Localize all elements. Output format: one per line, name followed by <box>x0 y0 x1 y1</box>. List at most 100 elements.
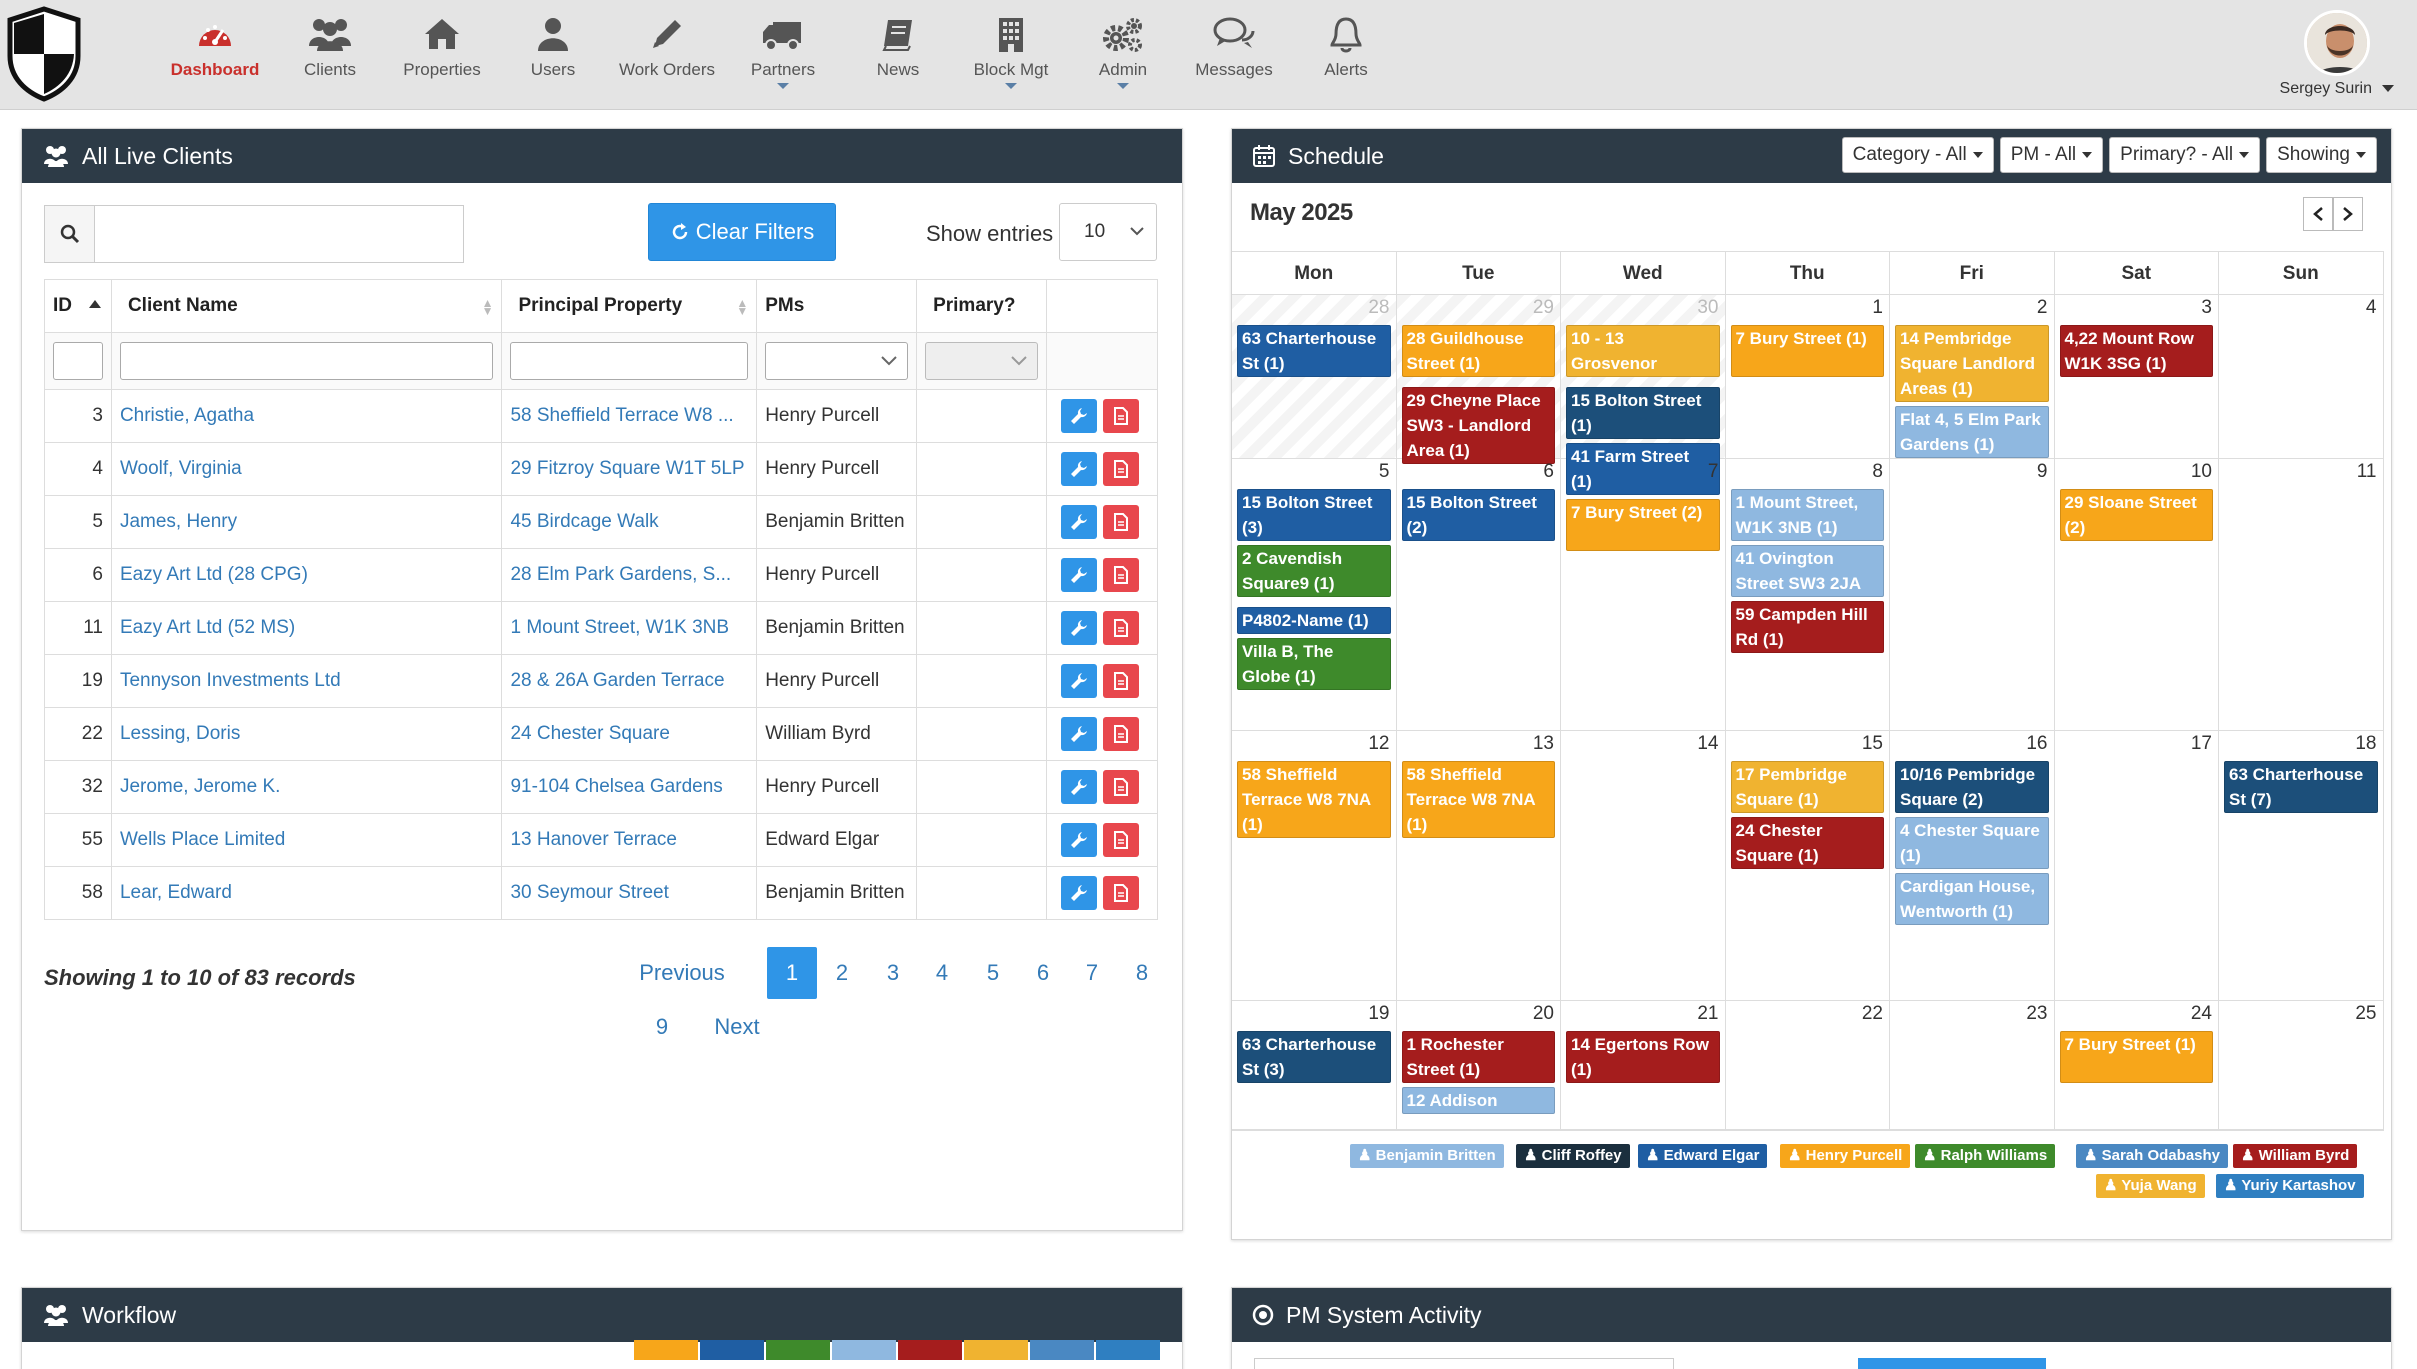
edit-client-button[interactable] <box>1061 664 1098 698</box>
calendar-event[interactable]: 29 Cheyne Place SW3 - Landlord Area (1) <box>1401 387 1555 464</box>
calendar-day[interactable]: 22 <box>1725 1001 1890 1131</box>
calendar-day[interactable]: 3 4,22 Mount Row W1K 3SG (1) <box>2054 295 2219 459</box>
pagination-page[interactable]: 2 <box>835 960 849 985</box>
calendar-day[interactable]: 17 <box>2054 731 2219 1001</box>
calendar-event[interactable]: Flat 4, 5 Elm Park Gardens (1) <box>1895 406 2049 458</box>
client-name-link[interactable]: Christie, Agatha <box>119 405 255 426</box>
calendar-day[interactable]: 24 7 Bury Street (1) <box>2054 1001 2219 1131</box>
calendar-day[interactable]: 16 10/16 Pembridge Square (2) 4 Chester Sq… <box>1890 731 2055 1001</box>
activity-button[interactable] <box>1858 1358 2046 1369</box>
legend-item[interactable]: ♟ Yuja Wang <box>2096 1174 2205 1198</box>
calendar-day[interactable]: 7 <box>1561 459 1726 731</box>
entries-select[interactable]: 10 <box>1059 203 1157 261</box>
client-name-link[interactable]: Lear, Edward <box>119 882 232 903</box>
client-document-button[interactable] <box>1103 452 1140 486</box>
calendar-event[interactable]: 7 Bury Street (2) <box>1566 499 1720 551</box>
pagination-previous[interactable]: Previous <box>639 960 725 985</box>
calendar-day[interactable]: 15 17 Pembridge Square (1) 24 Chester Squa… <box>1725 731 1890 1001</box>
calendar-day[interactable]: 10 29 Sloane Street (2) <box>2054 459 2219 731</box>
client-name-link[interactable]: Woolf, Virginia <box>119 458 242 479</box>
shield-logo-icon[interactable] <box>6 6 82 102</box>
calendar-event[interactable]: 1 Mount Street, W1K 3NB (1) <box>1730 489 1884 541</box>
calendar-day[interactable]: 5 15 Bolton Street (3) 2 Cavendish Square9… <box>1232 459 1397 731</box>
property-link[interactable]: 29 Fitzroy Square W1T 5LP <box>510 458 745 479</box>
pagination-page[interactable]: 7 <box>1085 960 1099 985</box>
property-link[interactable]: 28 & 26A Garden Terrace <box>510 670 725 691</box>
edit-client-button[interactable] <box>1061 452 1098 486</box>
calendar-event[interactable]: 41 Ovington Street SW3 2JA (1) <box>1730 545 1884 597</box>
calendar-day[interactable]: 23 <box>1890 1001 2055 1131</box>
pagination-page[interactable]: 4 <box>935 960 949 985</box>
edit-client-button[interactable] <box>1061 717 1098 751</box>
property-link[interactable]: 58 Sheffield Terrace W8 ... <box>510 405 734 426</box>
client-name-link[interactable]: Jerome, Jerome K. <box>119 776 281 797</box>
pagination-page[interactable]: 9 <box>655 1014 669 1039</box>
calendar-day[interactable]: 2 14 Pembridge Square Landlord Areas (1) F… <box>1890 295 2055 459</box>
client-document-button[interactable] <box>1103 611 1140 645</box>
nav-work-orders[interactable]: Work Orders <box>612 16 722 80</box>
calendar-day[interactable]: 1 7 Bury Street (1) <box>1725 295 1890 459</box>
prev-month-button[interactable] <box>2303 197 2333 231</box>
nav-dashboard[interactable]: Dashboard <box>160 16 270 80</box>
calendar-day[interactable]: 19 63 Charterhouse St (3) <box>1232 1001 1397 1131</box>
calendar-event[interactable]: 10 - 13 Grosvenor Square (1) <box>1566 325 1720 377</box>
calendar-day[interactable]: 8 1 Mount Street, W1K 3NB (1) 41 Ovington … <box>1725 459 1890 731</box>
nav-clients[interactable]: Clients <box>275 16 385 80</box>
schedule-filter-0[interactable]: Category - All <box>1841 137 1994 173</box>
property-link[interactable]: 45 Birdcage Walk <box>510 511 659 532</box>
legend-item[interactable]: ♟ Edward Elgar <box>1638 1144 1768 1168</box>
nav-properties[interactable]: Properties <box>387 16 497 80</box>
calendar-event[interactable]: 4,22 Mount Row W1K 3SG (1) <box>2059 325 2213 377</box>
pagination-page[interactable]: 6 <box>1036 960 1050 985</box>
legend-item[interactable]: ♟ Ralph Williams <box>1915 1144 2056 1168</box>
client-document-button[interactable] <box>1103 664 1140 698</box>
calendar-event[interactable]: 7 Bury Street (1) <box>1730 325 1884 377</box>
calendar-day[interactable]: 13 58 Sheffield Terrace W8 7NA (1) <box>1396 731 1561 1001</box>
property-link[interactable]: 24 Chester Square <box>510 723 670 744</box>
calendar-day[interactable]: 4 <box>2219 295 2384 459</box>
legend-item[interactable]: ♟ Benjamin Britten <box>1350 1144 1504 1168</box>
client-name-link[interactable]: Eazy Art Ltd (28 CPG) <box>119 564 308 585</box>
legend-item[interactable]: ♟ Cliff Roffey <box>1516 1144 1630 1168</box>
calendar-event[interactable]: 63 Charterhouse St (7) <box>2224 761 2378 813</box>
legend-item[interactable]: ♟ Henry Purcell <box>1780 1144 1911 1168</box>
calendar-event[interactable]: 15 Bolton Street (1) <box>1566 387 1720 439</box>
col-principal-property[interactable]: Principal Property ▲ ▼ <box>501 279 758 333</box>
calendar-event[interactable]: 17 Pembridge Square (1) <box>1730 761 1884 813</box>
calendar-day[interactable]: 29 28 Guildhouse Street (1) 29 Cheyne Plac… <box>1396 295 1561 464</box>
edit-client-button[interactable] <box>1061 558 1098 592</box>
calendar-event[interactable]: P4802-Name (1) <box>1237 607 1391 634</box>
calendar-day[interactable]: 28 63 Charterhouse St (1) <box>1232 295 1397 459</box>
calendar-event[interactable]: 12 Addison <box>1401 1087 1555 1114</box>
edit-client-button[interactable] <box>1061 399 1098 433</box>
client-document-button[interactable] <box>1103 770 1140 804</box>
calendar-event[interactable]: Villa B, The Globe (1) <box>1237 638 1391 690</box>
activity-search[interactable] <box>1254 1358 1674 1369</box>
calendar-day[interactable]: 21 14 Egertons Row (1) <box>1561 1001 1726 1131</box>
pagination-page[interactable]: 8 <box>1135 960 1149 985</box>
calendar-event[interactable]: 2 Cavendish Square9 (1) <box>1237 545 1391 597</box>
client-name-link[interactable]: James, Henry <box>119 511 238 532</box>
schedule-filter-2[interactable]: Primary? - All <box>2109 137 2261 173</box>
calendar-event[interactable]: 63 Charterhouse St (1) <box>1237 325 1391 377</box>
nav-block-mgt[interactable]: Block Mgt <box>956 16 1066 89</box>
client-name-link[interactable]: Eazy Art Ltd (52 MS) <box>119 617 296 638</box>
calendar-day[interactable]: 6 15 Bolton Street (2) <box>1396 459 1561 731</box>
pagination-page[interactable]: 1 <box>767 947 817 999</box>
calendar-day[interactable]: 9 <box>1890 459 2055 731</box>
calendar-event[interactable]: 14 Pembridge Square Landlord Areas (1) <box>1895 325 2049 402</box>
calendar-event[interactable]: 29 Sloane Street (2) <box>2059 489 2213 541</box>
user-menu[interactable]: Sergey Surin <box>2277 10 2397 98</box>
search-input[interactable] <box>95 206 463 262</box>
next-month-button[interactable] <box>2333 197 2363 231</box>
calendar-event[interactable]: 58 Sheffield Terrace W8 7NA (1) <box>1237 761 1391 838</box>
property-link[interactable]: 13 Hanover Terrace <box>510 829 677 850</box>
calendar-day[interactable]: 18 63 Charterhouse St (7) <box>2219 731 2384 1001</box>
calendar-event[interactable]: 15 Bolton Street (3) <box>1237 489 1391 541</box>
id-filter-input[interactable] <box>53 342 103 380</box>
primary-filter-select[interactable] <box>925 342 1039 380</box>
calendar-event[interactable]: 14 Egertons Row (1) <box>1566 1031 1720 1083</box>
calendar-event[interactable]: 59 Campden Hill Rd (1) <box>1730 601 1884 653</box>
legend-item[interactable]: ♟ Yuriy Kartashov <box>2216 1174 2364 1198</box>
schedule-filter-3[interactable]: Showing <box>2266 137 2377 173</box>
